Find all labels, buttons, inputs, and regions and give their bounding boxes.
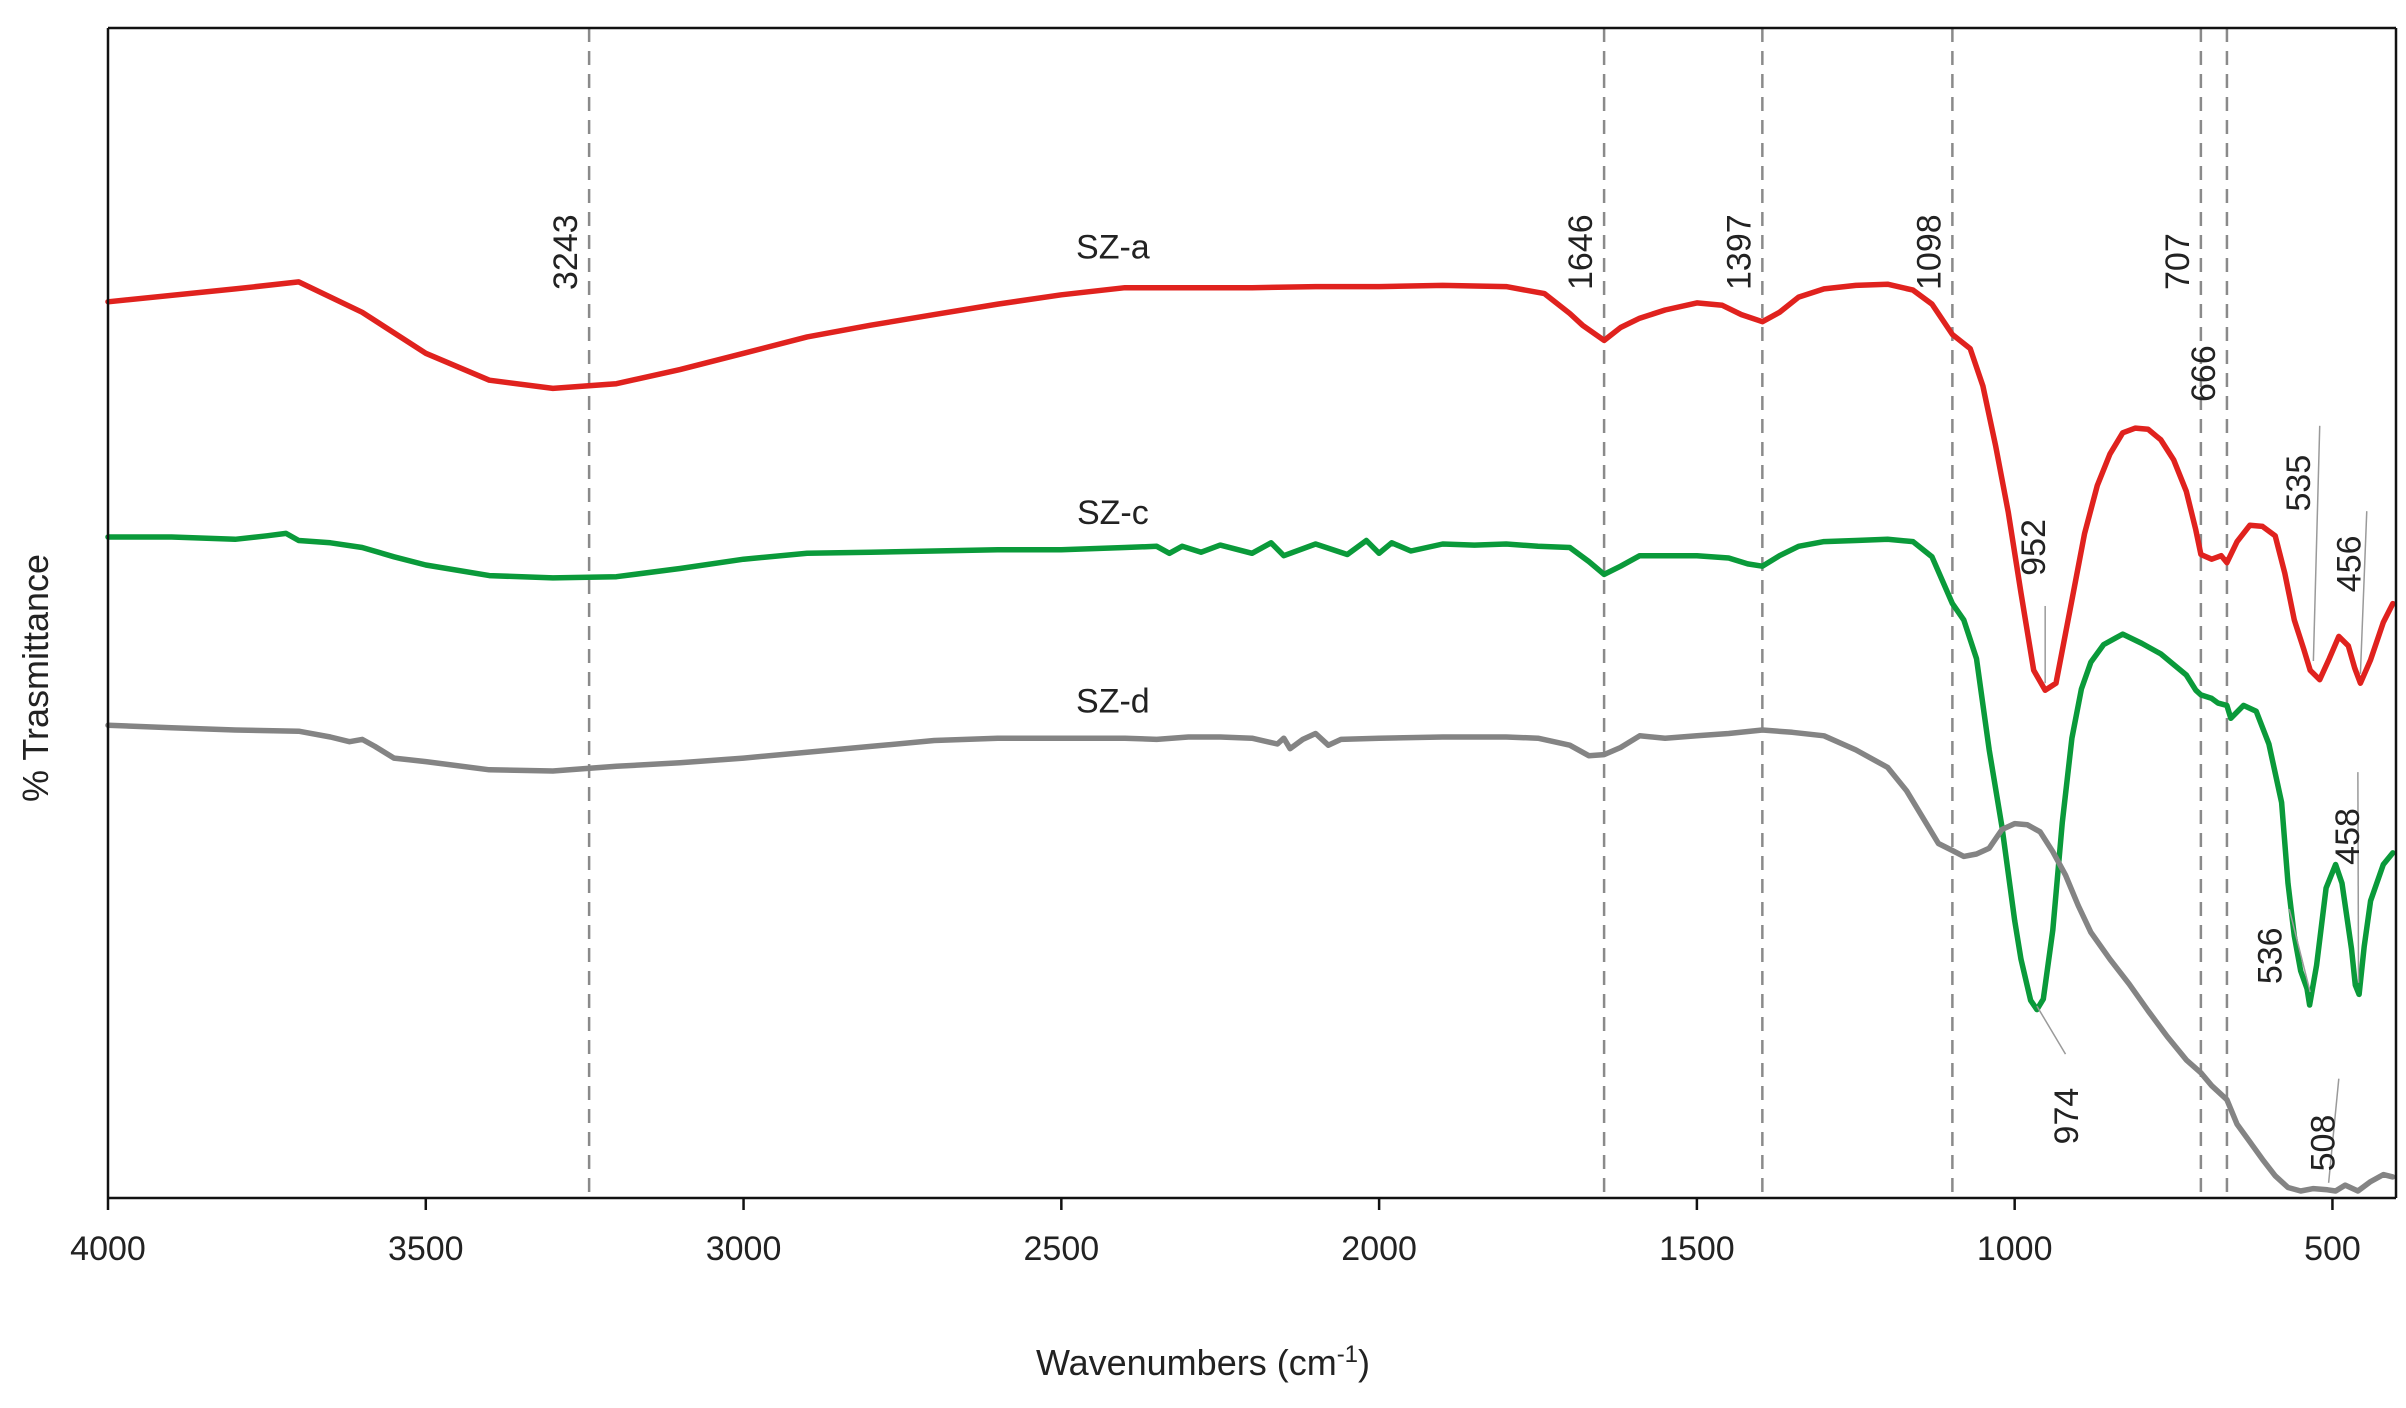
- series-label-sz-d: SZ-d: [1076, 682, 1150, 720]
- peak-pointer-458: [2357, 772, 2360, 983]
- peak-label-974: 974: [2048, 1088, 2086, 1145]
- series-line-sz-a: [105, 279, 2396, 693]
- x-tick-label-3500: 3500: [388, 1230, 464, 1268]
- x-tick-label-2000: 2000: [1341, 1230, 1417, 1268]
- y-axis-title: % Trasmittance: [15, 554, 56, 802]
- series-label-sz-a: SZ-a: [1076, 228, 1150, 266]
- series-line-sz-c: [105, 530, 2396, 1013]
- peak-label-508: 508: [2304, 1115, 2342, 1172]
- reference-label-3243: 3243: [547, 214, 585, 290]
- x-axis-title-superscript: -1: [1337, 1341, 1358, 1368]
- peak-pointers: [2036, 425, 2368, 1183]
- peak-pointer-535: [2312, 425, 2321, 661]
- x-tick-label-3000: 3000: [706, 1230, 782, 1268]
- reference-label-1397: 1397: [1720, 214, 1758, 290]
- x-tick-label-2500: 2500: [1024, 1230, 1100, 1268]
- x-tick-label-500: 500: [2304, 1230, 2361, 1268]
- reference-label-666: 666: [2185, 345, 2223, 402]
- reference-label-1098: 1098: [1910, 214, 1948, 290]
- peak-pointer-536: [2288, 908, 2311, 993]
- axes-layer: 4000 3500 3000 2500 2000 1500 1000 500: [70, 26, 2398, 1268]
- peak-pointer-456: [2359, 511, 2368, 674]
- x-tick-label-1500: 1500: [1659, 1230, 1735, 1268]
- x-axis-title: Wavenumbers (cm-1): [1036, 1341, 1370, 1384]
- x-tick-label-4000: 4000: [70, 1230, 146, 1268]
- series-layer: [105, 279, 2396, 1194]
- peak-label-535: 535: [2280, 455, 2318, 512]
- peak-label-458: 458: [2329, 808, 2367, 865]
- peak-label-952: 952: [2015, 519, 2053, 576]
- reference-label-1646: 1646: [1562, 214, 1600, 290]
- peak-label-456: 456: [2330, 535, 2368, 592]
- peak-pointer-974: [2036, 1005, 2067, 1055]
- reference-label-707: 707: [2159, 233, 2197, 290]
- peak-label-536: 536: [2252, 927, 2290, 984]
- peak-pointer-508: [2327, 1078, 2340, 1183]
- reference-lines: [587, 28, 2229, 1198]
- series-line-sz-d: [105, 722, 2396, 1194]
- series-label-sz-c: SZ-c: [1077, 494, 1149, 532]
- x-tick-label-1000: 1000: [1977, 1230, 2053, 1268]
- x-axis-title-close: ): [1358, 1342, 1370, 1383]
- labels-layer: 3243 1646 1397 1098 707 666 SZ-a SZ-c SZ-d 952 535…: [547, 214, 2368, 1171]
